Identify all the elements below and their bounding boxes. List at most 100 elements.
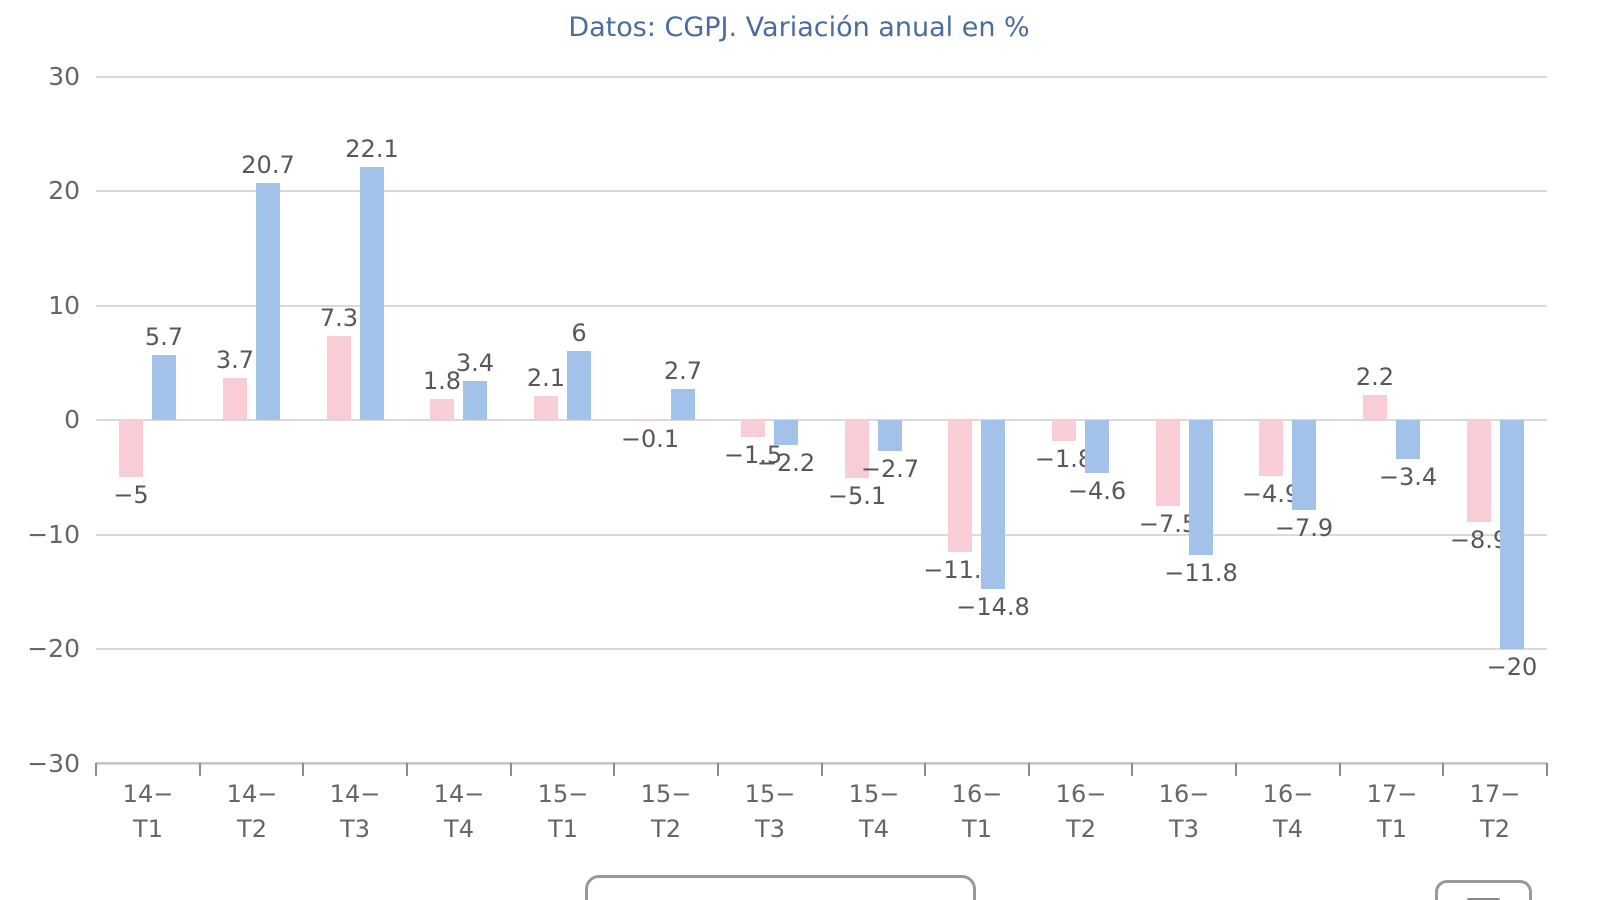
export-menu-button[interactable] [1435,880,1532,900]
x-label-year: 16− [951,780,1003,808]
bar-pink-15-T1[interactable] [534,396,558,420]
x-axis-category-label: 17− T2 [1443,777,1547,847]
x-label-year: 15− [537,780,589,808]
x-label-quarter: T1 [548,815,578,843]
x-axis-category-label: 16− T3 [1132,777,1236,847]
x-label-year: 16− [1055,780,1107,808]
data-label-pink-16-T4: −4.9 [1241,480,1301,508]
bar-blue-16-T3[interactable] [1189,420,1213,555]
x-label-year: 14− [433,780,485,808]
data-label-blue-16-T4: −7.9 [1274,514,1334,542]
x-axis-tick [821,763,823,776]
y-axis-tick-label: −10 [27,520,80,549]
x-label-year: 14− [329,780,381,808]
data-label-pink-14-T2: 3.7 [215,346,255,374]
x-label-year: 14− [226,780,278,808]
data-label-pink-14-T1: −5 [113,481,149,509]
bar-pink-14-T2[interactable] [223,378,247,420]
bar-pink-14-T1[interactable] [119,420,143,477]
data-label-pink-15-T4: −5.1 [827,482,887,510]
legend-swatch-pink[interactable] [604,892,647,900]
x-axis-tick [1131,763,1133,776]
gridline-y10 [96,305,1547,307]
gridline-y0 [96,419,1547,421]
bar-blue-14-T4[interactable] [463,381,487,420]
hamburger-menu-icon [1467,898,1500,900]
x-axis-category-label: 16− T2 [1029,777,1133,847]
bar-pink-16-T2[interactable] [1052,420,1076,441]
bar-pink-17-T1[interactable] [1363,395,1387,420]
x-axis-category-label: 14− T4 [407,777,511,847]
legend [585,875,976,900]
bar-pink-14-T4[interactable] [430,399,454,420]
bar-blue-14-T3[interactable] [360,167,384,420]
bar-blue-15-T3[interactable] [774,420,798,445]
x-axis-category-label: 15− T2 [614,777,718,847]
x-axis-tick [510,763,512,776]
x-axis-tick [199,763,201,776]
x-label-quarter: T2 [651,815,681,843]
data-label-pink-14-T4: 1.8 [422,367,462,395]
bar-blue-16-T1[interactable] [981,420,1005,589]
bar-blue-15-T2[interactable] [671,389,695,420]
x-axis-tick [1339,763,1341,776]
x-label-quarter: T2 [1480,815,1510,843]
bar-blue-14-T2[interactable] [256,183,280,420]
data-label-blue-16-T3: −11.8 [1164,559,1238,587]
y-axis-tick-label: −30 [27,749,80,778]
bar-blue-17-T1[interactable] [1396,420,1420,459]
data-label-pink-16-T3: −7.5 [1138,510,1198,538]
x-label-year: 15− [848,780,900,808]
y-axis-tick-label: 30 [48,62,80,91]
x-label-quarter: T1 [962,815,992,843]
x-axis-category-label: 15− T1 [511,777,615,847]
data-label-pink-14-T3: 7.3 [319,304,359,332]
x-axis-category-label: 16− T4 [1236,777,1340,847]
data-label-pink-17-T1: 2.2 [1355,363,1395,391]
data-label-blue-15-T4: −2.7 [860,455,920,483]
x-axis-tick [1235,763,1237,776]
data-label-blue-15-T1: 6 [571,319,587,347]
x-label-quarter: T4 [444,815,474,843]
x-axis-category-label: 17− T1 [1340,777,1444,847]
x-label-quarter: T4 [859,815,889,843]
bar-pink-14-T3[interactable] [327,336,351,420]
bar-pink-16-T3[interactable] [1156,420,1180,506]
bar-blue-14-T1[interactable] [152,355,176,420]
gridline-y-10 [96,534,1547,536]
data-label-blue-15-T2: 2.7 [663,357,703,385]
x-label-year: 17− [1469,780,1521,808]
data-label-pink-15-T3: −1.5 [723,441,783,469]
gridline-y-20 [96,648,1547,650]
bar-pink-17-T2[interactable] [1467,420,1491,522]
y-axis-tick-label: 0 [64,405,80,434]
bar-blue-15-T1[interactable] [567,351,591,420]
x-label-quarter: T4 [1273,815,1303,843]
data-label-pink-17-T2: −8.9 [1449,526,1509,554]
x-axis-tick [613,763,615,776]
bar-pink-15-T3[interactable] [741,420,765,437]
bar-pink-15-T2[interactable] [638,420,662,421]
y-axis-tick-label: 20 [48,176,80,205]
data-label-blue-14-T4: 3.4 [455,349,495,377]
x-label-quarter: T2 [1066,815,1096,843]
x-axis-category-label: 14− T2 [200,777,304,847]
chart-title: Datos: CGPJ. Variación anual en % [568,12,1030,43]
data-label-pink-15-T1: 2.1 [526,364,566,392]
bar-blue-15-T4[interactable] [878,420,902,451]
bar-pink-16-T4[interactable] [1259,420,1283,476]
bar-pink-16-T1[interactable] [948,420,972,552]
data-label-blue-16-T2: −4.6 [1067,477,1127,505]
data-label-pink-16-T1: −11.5 [923,556,997,584]
x-axis-tick [1546,763,1548,776]
legend-swatch-blue[interactable] [758,892,801,900]
bar-blue-16-T2[interactable] [1085,420,1109,473]
bar-pink-15-T4[interactable] [845,420,869,478]
bar-blue-17-T2[interactable] [1500,420,1524,649]
bar-blue-16-T4[interactable] [1292,420,1316,510]
y-axis-tick-label: 10 [48,291,80,320]
x-label-quarter: T3 [340,815,370,843]
x-axis-category-label: 14− T1 [96,777,200,847]
x-label-year: 15− [744,780,796,808]
